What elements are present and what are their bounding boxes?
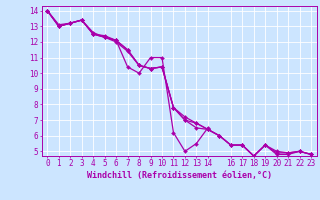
- X-axis label: Windchill (Refroidissement éolien,°C): Windchill (Refroidissement éolien,°C): [87, 171, 272, 180]
